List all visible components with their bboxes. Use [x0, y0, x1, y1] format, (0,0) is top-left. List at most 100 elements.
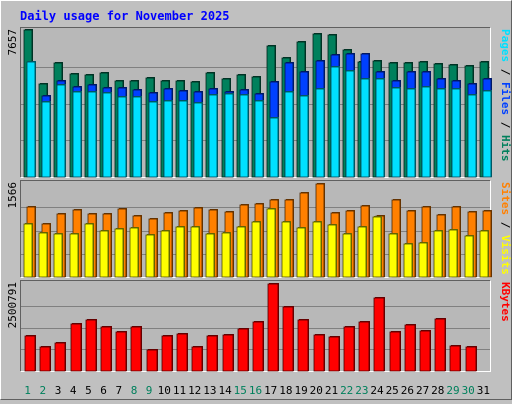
bar-kbytes-day-17: [267, 283, 279, 372]
bar-visits-day-6: [99, 230, 109, 278]
bar-kbytes-day-21: [328, 336, 340, 372]
bar-pages-day-26: [406, 88, 416, 178]
bar-kbytes-day-20: [313, 334, 325, 372]
chart-panels: 7657 Pages / Files / Hits 1566 Sites / Visi…: [6, 27, 512, 372]
day-label-4: 4: [70, 384, 77, 397]
bar-visits-day-20: [312, 221, 322, 278]
panel-bottom-border-dark: [20, 280, 491, 372]
bar-visits-day-12: [190, 226, 200, 278]
bar-pages-day-6: [102, 92, 112, 178]
bar-visits-day-29: [448, 229, 458, 278]
bar-pages-day-4: [72, 91, 82, 178]
bar-pages-day-19: [299, 95, 309, 178]
bar-visits-day-10: [160, 230, 170, 278]
day-label-28: 28: [431, 384, 444, 397]
bar-pages-day-5: [87, 91, 97, 178]
panel-top: 7657 Pages / Files / Hits: [6, 27, 512, 178]
bar-pages-day-12: [193, 102, 203, 178]
bar-visits-day-16: [251, 221, 261, 278]
series-kbytes: [24, 283, 477, 372]
bar-kbytes-day-18: [282, 306, 294, 372]
bar-pages-day-21: [330, 66, 340, 178]
bar-visits-day-3: [53, 233, 63, 278]
bar-pages-day-31: [482, 90, 492, 178]
bar-pages-day-25: [391, 87, 401, 178]
bar-visits-day-28: [433, 230, 443, 278]
day-label-21: 21: [325, 384, 338, 397]
day-label-26: 26: [401, 384, 414, 397]
panel-top-border-light: [20, 27, 491, 178]
legend-part-4: Hits: [499, 135, 512, 162]
bar-kbytes-day-12: [191, 346, 203, 372]
bar-visits-day-9: [145, 234, 155, 278]
bar-kbytes-day-19: [297, 319, 309, 372]
bar-pages-day-30: [467, 94, 477, 178]
legend-part-2: Visits: [499, 235, 512, 275]
bar-pages-day-24: [375, 78, 385, 178]
legend-part-0: Sites: [499, 182, 512, 215]
bar-visits-day-21: [327, 224, 337, 278]
day-label-3: 3: [55, 384, 62, 397]
day-label-2: 2: [39, 384, 46, 397]
panel-bottom: 2500791 KBytes: [6, 280, 512, 372]
day-label-16: 16: [249, 384, 262, 397]
bar-pages-day-2: [41, 101, 51, 178]
panel-bottom-legend: KBytes: [499, 282, 512, 322]
bar-visits-day-27: [418, 242, 428, 278]
bar-visits-day-2: [38, 232, 48, 278]
legend-part-2: Files: [499, 82, 512, 115]
bar-kbytes-day-5: [85, 319, 97, 372]
bar-visits-day-17: [266, 208, 276, 278]
bar-kbytes-day-7: [115, 331, 127, 372]
bar-kbytes-day-29: [449, 345, 461, 372]
panel-top-border-dark: [20, 27, 491, 178]
day-label-8: 8: [131, 384, 138, 397]
bar-kbytes-day-10: [161, 335, 173, 372]
bar-kbytes-day-16: [252, 321, 264, 372]
bar-visits-day-1: [23, 223, 33, 278]
day-label-24: 24: [370, 384, 384, 397]
bar-visits-day-18: [281, 221, 291, 278]
bar-visits-day-11: [175, 226, 185, 278]
bar-visits-day-23: [357, 226, 367, 278]
bar-pages-day-16: [254, 100, 264, 178]
bar-pages-day-9: [148, 101, 158, 178]
day-label-15: 15: [234, 384, 247, 397]
bar-kbytes-day-15: [237, 328, 249, 372]
bar-kbytes-day-2: [39, 346, 51, 372]
bar-pages-day-22: [345, 70, 355, 178]
bar-kbytes-day-28: [434, 318, 446, 372]
bar-visits-day-26: [403, 243, 413, 278]
bar-visits-day-15: [236, 226, 246, 278]
legend-part-0: KBytes: [499, 282, 512, 322]
bar-visits-day-19: [296, 227, 306, 278]
bar-kbytes-day-30: [465, 346, 477, 372]
legend-part-0: Pages: [499, 29, 512, 62]
bar-pages-day-17: [269, 117, 279, 178]
chart-title: Daily usage for November 2025: [20, 9, 230, 23]
bar-visits-day-25: [388, 233, 398, 278]
day-label-13: 13: [203, 384, 216, 397]
day-label-10: 10: [158, 384, 171, 397]
bar-pages-day-3: [56, 84, 66, 178]
bar-pages-day-20: [315, 88, 325, 178]
day-label-12: 12: [188, 384, 201, 397]
bar-visits-day-24: [372, 216, 382, 278]
panel-middle-border-dark: [20, 180, 491, 278]
bar-pages-day-23: [360, 78, 370, 178]
day-label-7: 7: [115, 384, 122, 397]
x-axis-day-labels: 1 2 3 4 5 6 7 8 9 10 11 12 13 14 15 16 17 18 19 20 21 22 23 24 2…: [24, 384, 490, 397]
legend-part-3: /: [499, 115, 512, 135]
bar-visits-day-5: [84, 223, 94, 278]
bar-kbytes-day-11: [176, 333, 188, 372]
panel-top-ytick-label: 7657: [6, 29, 19, 56]
day-label-27: 27: [416, 384, 429, 397]
bar-kbytes-day-3: [54, 342, 66, 372]
bar-kbytes-day-24: [373, 297, 385, 372]
bar-visits-day-7: [114, 228, 124, 278]
day-label-5: 5: [85, 384, 92, 397]
bar-pages-day-27: [421, 86, 431, 178]
